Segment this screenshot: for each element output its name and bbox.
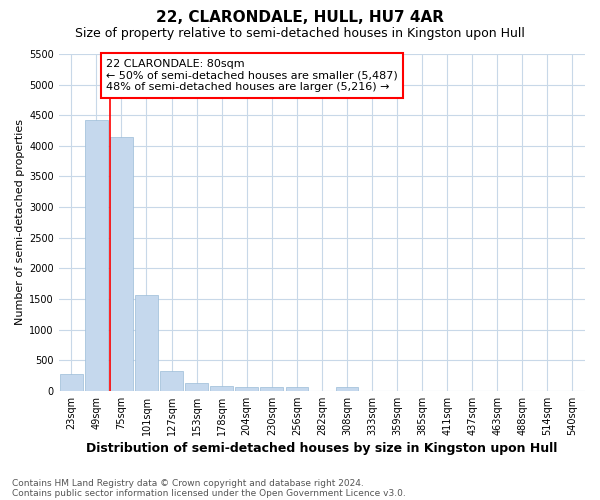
Bar	[135, 296, 158, 391]
Bar	[160, 371, 183, 391]
Y-axis label: Number of semi-detached properties: Number of semi-detached properties	[15, 120, 25, 326]
X-axis label: Distribution of semi-detached houses by size in Kingston upon Hull: Distribution of semi-detached houses by …	[86, 442, 557, 455]
Bar	[185, 383, 208, 391]
Text: Contains HM Land Registry data © Crown copyright and database right 2024.: Contains HM Land Registry data © Crown c…	[12, 478, 364, 488]
Bar	[60, 374, 83, 391]
Text: 22, CLARONDALE, HULL, HU7 4AR: 22, CLARONDALE, HULL, HU7 4AR	[156, 10, 444, 25]
Text: Contains public sector information licensed under the Open Government Licence v3: Contains public sector information licen…	[12, 488, 406, 498]
Bar	[260, 388, 283, 391]
Bar	[85, 120, 107, 391]
Bar	[211, 386, 233, 391]
Bar	[335, 388, 358, 391]
Text: 22 CLARONDALE: 80sqm
← 50% of semi-detached houses are smaller (5,487)
48% of se: 22 CLARONDALE: 80sqm ← 50% of semi-detac…	[106, 59, 398, 92]
Bar	[286, 388, 308, 391]
Text: Size of property relative to semi-detached houses in Kingston upon Hull: Size of property relative to semi-detach…	[75, 28, 525, 40]
Bar	[235, 387, 258, 391]
Bar	[110, 136, 133, 391]
